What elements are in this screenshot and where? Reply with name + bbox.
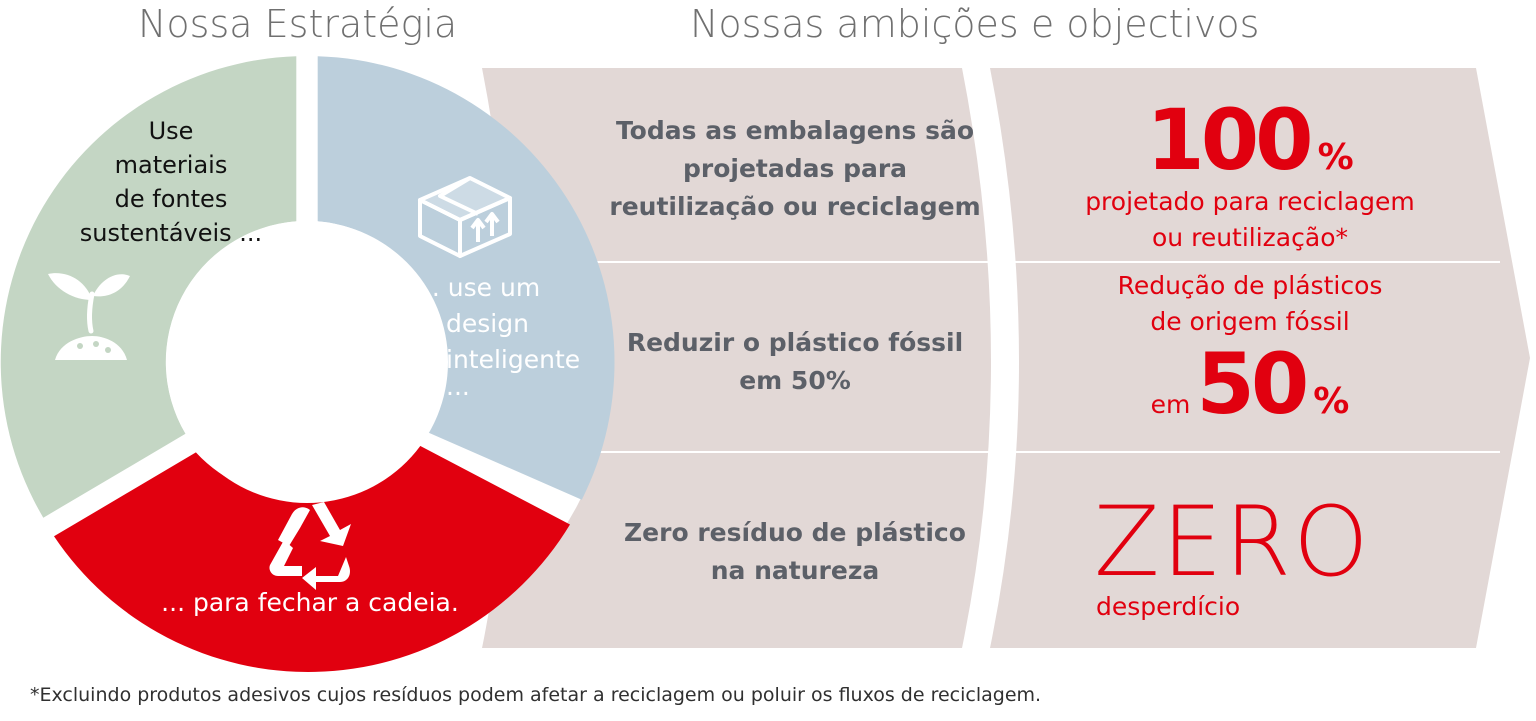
goal-line: em 50%: [739, 366, 851, 395]
target-detail: Redução de plásticos: [1117, 271, 1383, 300]
recycle-icon: [269, 502, 351, 590]
segment-design: [317, 56, 615, 500]
target-fossil-reduction: Redução de plásticos de origem fóssil em…: [1050, 268, 1450, 428]
segment-line: design: [446, 309, 529, 338]
goal-line: projetadas para: [682, 154, 908, 183]
goal-text: Zero resíduo de plástico na natureza: [578, 514, 1012, 590]
box-icon: [418, 176, 512, 258]
target-detail: projetado para reciclagem: [1085, 187, 1415, 216]
segment-line: materiais: [114, 151, 228, 179]
segment-design-text: ... use um design inteligente ...: [416, 270, 616, 401]
goal-line: Todas as embalagens são: [615, 116, 975, 145]
strategy-title: Nossa Estratégia: [138, 2, 458, 46]
target-number: 100: [1146, 91, 1313, 189]
goal-line: Reduzir o plástico fóssil: [626, 328, 964, 357]
goal-line: Zero resíduo de plástico: [624, 518, 966, 547]
segment-line: Use: [148, 117, 194, 145]
target-prefix: em: [1150, 390, 1191, 419]
seedling-icon: [48, 273, 130, 360]
target-number: 50: [1196, 335, 1309, 433]
segment-cycle: [54, 441, 570, 673]
segment-line: sustentáveis ...: [79, 219, 263, 247]
segment-cycle-text: ... para fechar a cadeia.: [161, 588, 459, 617]
goals-panel: [482, 68, 991, 648]
goal-text: Reduzir o plástico fóssil em 50%: [578, 324, 1012, 400]
goal-line: na natureza: [710, 556, 880, 585]
ambitions-title: Nossas ambições e objectivos: [690, 2, 1260, 46]
target-detail: de origem fóssil: [1150, 307, 1350, 336]
footnote: *Excluindo produtos adesivos cujos resíd…: [30, 684, 1042, 706]
segment-line: inteligente: [446, 345, 581, 374]
segment-materials: [0, 56, 297, 518]
target-big-word: ZERO: [1094, 486, 1371, 598]
ring-hole: [166, 221, 448, 503]
target-detail: desperdício: [1096, 592, 1241, 621]
target-unit: %: [1317, 137, 1354, 178]
target-zero-waste: ZERO desperdício: [1080, 492, 1380, 622]
strategy-ambitions-diagram: [0, 56, 1530, 673]
target-detail: ou reutilização*: [1152, 223, 1348, 252]
goal-line: reutilização ou reciclagem: [609, 192, 981, 221]
goal-text: Todas as embalagens são projetadas para …: [578, 112, 1012, 226]
segment-line: ... use um: [416, 273, 541, 302]
segment-line: ...: [446, 372, 470, 401]
target-recyclable: 100% projetado para reciclagem ou reutil…: [1050, 96, 1450, 256]
targets-panel: [990, 68, 1530, 648]
segment-materials-text: Use materiais de fontes sustentáveis ...: [40, 114, 302, 250]
segment-line: de fontes: [114, 185, 228, 213]
target-unit: %: [1313, 381, 1350, 422]
